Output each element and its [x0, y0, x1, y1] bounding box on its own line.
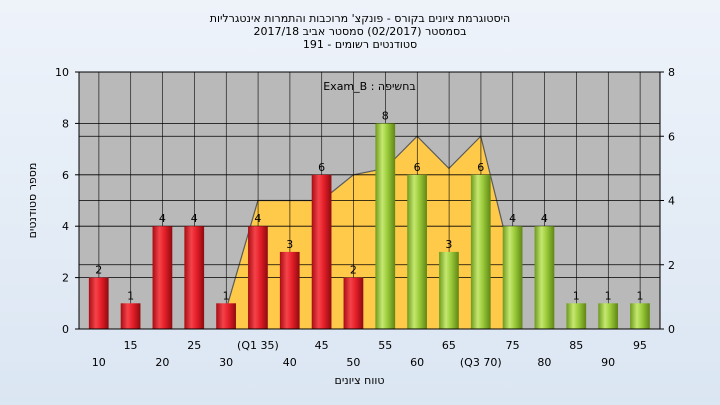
y-tick-label: 6: [62, 169, 69, 182]
y-tick-label: 10: [55, 66, 69, 79]
data-label-95: 1: [636, 289, 643, 302]
data-label-10: 2: [95, 264, 102, 277]
bar-20: [152, 226, 173, 329]
data-label-20: 4: [159, 212, 166, 225]
y2-tick-label: 8: [668, 66, 675, 79]
x-tick-label: 95: [633, 339, 647, 352]
bar-15: [120, 303, 141, 329]
chart-title-line-1: היסטוגרמת ציונים בקורס - פונקצ' מרוכבות …: [210, 12, 511, 25]
x-tick-label: 15: [124, 339, 138, 352]
x-tick-label: 50: [346, 356, 360, 369]
y-tick-label: 0: [62, 323, 69, 336]
data-label-80: 4: [541, 212, 548, 225]
x-tick-label: 85: [569, 339, 583, 352]
data-label-85: 1: [573, 289, 580, 302]
bar-75: [502, 226, 523, 329]
data-label-(Q1 35): 4: [254, 212, 261, 225]
x-tick-label: 80: [537, 356, 551, 369]
x-tick-label: 55: [378, 339, 392, 352]
chart-title-line-3: סטודנטים רשומים - 191: [303, 38, 417, 51]
exam-annotation: Exam_B : בחשיפה: [323, 80, 416, 93]
y2-tick-label: 6: [668, 130, 675, 143]
data-label-90: 1: [605, 289, 612, 302]
x-tick-label: 25: [187, 339, 201, 352]
chart-titles: היסטוגרמת ציונים בקורס - פונקצ' מרוכבות …: [210, 12, 511, 51]
y-tick-label: 2: [62, 272, 69, 285]
bar-(Q3 70): [470, 174, 491, 329]
y2-tick-label: 4: [668, 195, 675, 208]
x-tick-label: 90: [601, 356, 615, 369]
y2-tick-label: 2: [668, 259, 675, 272]
y-tick-label: 4: [62, 220, 69, 233]
bar-80: [534, 226, 555, 329]
data-label-40: 3: [286, 238, 293, 251]
x-tick-label: 30: [219, 356, 233, 369]
bar-85: [566, 303, 587, 329]
bar-45: [311, 174, 332, 329]
data-label-55: 8: [382, 109, 389, 122]
x-tick-label: (Q3 70): [460, 356, 502, 369]
x-tick-label: 75: [506, 339, 520, 352]
data-label-60: 6: [414, 161, 421, 174]
x-tick-label: (Q1 35): [237, 339, 279, 352]
data-label-65: 3: [445, 238, 452, 251]
bar-25: [184, 226, 205, 329]
bar-40: [279, 251, 300, 329]
x-tick-label: 10: [92, 356, 106, 369]
data-label-15: 1: [127, 289, 134, 302]
x-tick-label: 20: [155, 356, 169, 369]
data-label-45: 6: [318, 161, 325, 174]
data-label-75: 4: [509, 212, 516, 225]
x-tick-label: 60: [410, 356, 424, 369]
data-label-25: 4: [191, 212, 198, 225]
bar-(Q1 35): [248, 226, 268, 329]
bar-30: [216, 303, 236, 329]
bar-50: [343, 277, 364, 329]
x-tick-label: 45: [315, 339, 329, 352]
data-label-50: 2: [350, 264, 357, 277]
chart-title-line-2: בסמסטר (02/2017) סמסטר אביב 2017/18: [253, 25, 466, 38]
bar-90: [598, 303, 618, 329]
bar-95: [630, 303, 650, 329]
y2-tick-label: 0: [668, 323, 675, 336]
bar-60: [407, 174, 427, 329]
bar-layer: 2 1 4 4 1 4 3 6 2 8 6 3 6 4 4 1 1 1: [88, 109, 650, 330]
bar-10: [88, 277, 109, 329]
data-label-30: 1: [223, 289, 230, 302]
y-axis-title: מספר סטודנטים: [26, 163, 39, 239]
x-tick-label: 40: [283, 356, 297, 369]
bar-55: [375, 123, 396, 330]
x-tick-label: 65: [442, 339, 456, 352]
bar-65: [439, 251, 459, 329]
x-axis-title: טווח ציונים: [335, 374, 385, 387]
y-tick-label: 8: [62, 117, 69, 130]
data-label-(Q3 70): 6: [477, 161, 484, 174]
axis-layer: 0 2 4 6 8 10 0 2 4 6 8 10 15 20 25 30 (Q1 35) 40 45 50 55 60 6…: [55, 66, 675, 369]
